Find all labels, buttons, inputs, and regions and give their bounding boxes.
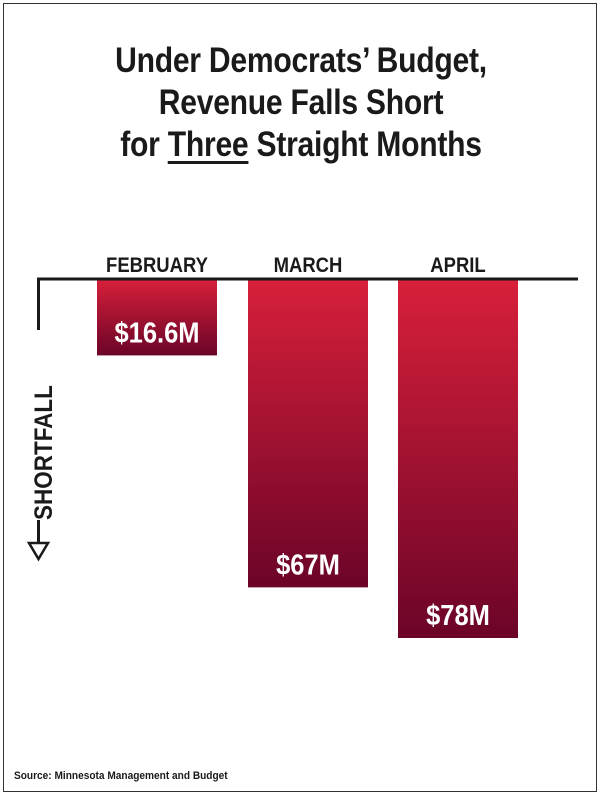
bars-layer <box>97 279 518 638</box>
title-line-3-end: Straight Months <box>248 125 482 164</box>
category-label-april: APRIL <box>430 254 485 277</box>
shortfall-arrow-icon <box>26 541 51 562</box>
value-label-march: $67M <box>276 548 340 581</box>
labels-layer: FEBRUARY $16.6M MARCH $67M APRIL $78M SHORTFAL… <box>30 254 490 631</box>
value-label-february: $16.6M <box>114 316 199 349</box>
bar-february <box>97 279 217 356</box>
bar-march <box>248 279 368 588</box>
bar-april <box>398 279 518 638</box>
title-line-1: Under Democrats’ Budget, <box>115 41 487 80</box>
title-emphasis: Three <box>167 125 249 164</box>
value-label-april: $78M <box>426 598 490 631</box>
title-line-2: Revenue Falls Short <box>158 83 444 122</box>
chart-title: Under Democrats’ Budget, Revenue Falls S… <box>42 40 560 166</box>
category-label-february: FEBRUARY <box>106 254 208 277</box>
shortfall-axis-label: SHORTFALL <box>30 385 58 520</box>
axis-layer <box>26 277 578 562</box>
title-line-3-start: for <box>120 125 168 164</box>
source-note: Source: Minnesota Management and Budget <box>14 770 228 782</box>
category-label-march: MARCH <box>274 254 343 277</box>
title-line-3: for Three Straight Months <box>42 124 560 166</box>
